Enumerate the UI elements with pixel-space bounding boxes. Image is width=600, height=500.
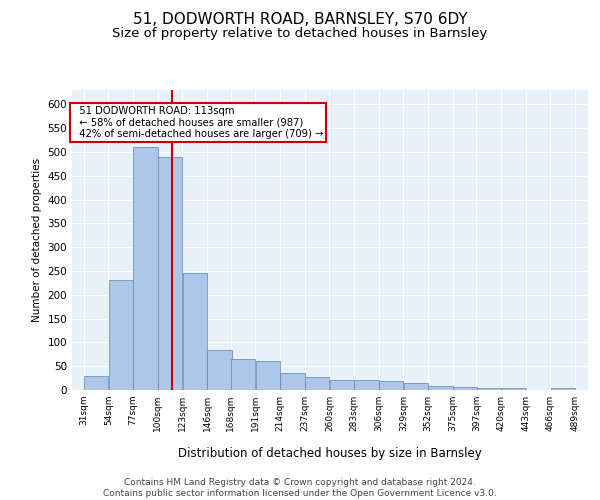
Text: 51, DODWORTH ROAD, BARNSLEY, S70 6DY: 51, DODWORTH ROAD, BARNSLEY, S70 6DY (133, 12, 467, 28)
Bar (501, 388, 526, 390)
Bar (428, 386, 452, 390)
Bar (379, 382, 403, 390)
Bar (208, 350, 232, 390)
Text: Size of property relative to detached houses in Barnsley: Size of property relative to detached ho… (112, 28, 488, 40)
Bar (84, 376, 109, 390)
Bar (158, 156, 182, 390)
Bar (453, 386, 478, 390)
Y-axis label: Number of detached properties: Number of detached properties (32, 158, 42, 322)
Bar (305, 377, 329, 390)
Bar (476, 388, 501, 390)
Text: Distribution of detached houses by size in Barnsley: Distribution of detached houses by size … (178, 448, 482, 460)
Bar (109, 280, 133, 390)
Bar (354, 380, 379, 390)
Text: Contains HM Land Registry data © Crown copyright and database right 2024.
Contai: Contains HM Land Registry data © Crown c… (103, 478, 497, 498)
Text: 51 DODWORTH ROAD: 113sqm
  ← 58% of detached houses are smaller (987)
  42% of s: 51 DODWORTH ROAD: 113sqm ← 58% of detach… (73, 106, 323, 139)
Bar (404, 384, 428, 390)
Bar (329, 380, 354, 390)
Bar (256, 362, 280, 390)
Bar (182, 274, 207, 390)
Bar (280, 374, 305, 390)
Bar (551, 388, 575, 390)
Bar (231, 359, 255, 390)
Bar (133, 147, 158, 390)
